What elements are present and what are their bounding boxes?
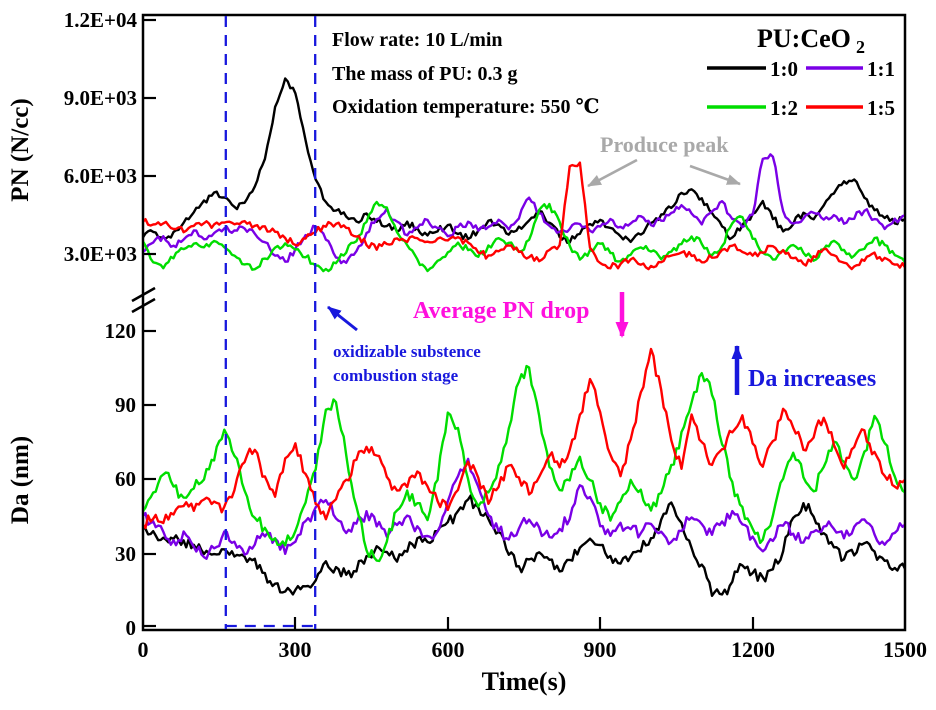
pn-series-line-1-0 (144, 77, 904, 245)
average-pn-drop-note: Average PN drop (413, 298, 589, 324)
da-axis-ticks (144, 329, 156, 628)
legend-label-1-0: 1:0 (770, 57, 798, 81)
condition-oxidation-temp: Oxidation temperature: 550 ℃ (332, 96, 599, 118)
da-series-line-1-5 (144, 347, 904, 530)
da-axis-title: Da (nm) (7, 436, 34, 524)
pn-series-layer (144, 77, 904, 273)
produce-peak-arrow-left-icon (587, 158, 638, 188)
da-tick-label: 60 (115, 467, 136, 491)
pn-series-line-1-2 (144, 200, 904, 273)
legend-label-1-1: 1:1 (867, 57, 895, 81)
pn-axis-ticks (144, 18, 156, 256)
da-tick-label: 30 (115, 542, 136, 566)
legend-title: PU:CeO (757, 24, 851, 53)
break-slash (131, 297, 156, 314)
pn-tick-label: 1.2E+04 (64, 8, 138, 32)
da-series-line-1-1 (144, 457, 904, 560)
legend-label-1-2: 1:2 (770, 96, 798, 120)
combustion-stage-region-lines (224, 16, 317, 629)
pn-tick-label: 6.0E+03 (64, 164, 137, 188)
da-series-layer (144, 347, 904, 597)
oxidizable-substence-note-line2: combustion stage (333, 366, 459, 385)
da-tick-label: 0 (126, 616, 137, 640)
condition-pu-mass: The mass of PU: 0.3 g (332, 63, 518, 85)
produce-peak-note: Produce peak (600, 132, 729, 157)
da-increases-note: Da increases (748, 366, 876, 392)
x-tick-label: 1500 (883, 637, 927, 662)
da-tick-labels: 120 90 60 30 0 (105, 319, 137, 640)
legend: PU:CeO 2 1:0 1:1 1:2 1:5 (707, 24, 895, 120)
da-tick-label: 120 (105, 319, 137, 343)
x-tick-label: 900 (584, 637, 617, 662)
pn-series-line-1-1 (144, 153, 904, 265)
pn-tick-label: 9.0E+03 (64, 86, 137, 110)
pn-series-line-1-5 (144, 161, 904, 271)
produce-peak-arrow-right-icon (689, 164, 741, 186)
pn-axis-title: PN (N/cc) (7, 98, 34, 201)
da-series-line-1-0 (144, 494, 904, 597)
x-axis-title: Time(s) (482, 667, 567, 696)
combustion-stage-arrow-icon (327, 305, 358, 332)
condition-notes: Flow rate: 10 L/min The mass of PU: 0.3 … (332, 29, 599, 118)
pn-tick-label: 3.0E+03 (64, 242, 137, 266)
x-tick-label: 1200 (731, 637, 775, 662)
x-tick-labels: 0 300 600 900 1200 1500 (138, 637, 928, 662)
legend-label-1-5: 1:5 (867, 96, 895, 120)
da-series-line-1-2 (144, 364, 904, 563)
x-tick-label: 0 (138, 637, 149, 662)
oxidizable-substence-note-line1: oxidizable substence (333, 342, 481, 361)
condition-flow-rate: Flow rate: 10 L/min (332, 29, 503, 51)
break-slash (131, 286, 156, 303)
legend-title-subscript: 2 (856, 37, 865, 57)
da-tick-label: 90 (115, 393, 136, 417)
y-axis-break-icon (131, 286, 156, 314)
x-tick-label: 300 (279, 637, 312, 662)
x-axis-ticks (293, 617, 755, 629)
x-tick-label: 600 (432, 637, 465, 662)
pn-tick-labels: 1.2E+04 9.0E+03 6.0E+03 3.0E+03 (64, 8, 138, 266)
